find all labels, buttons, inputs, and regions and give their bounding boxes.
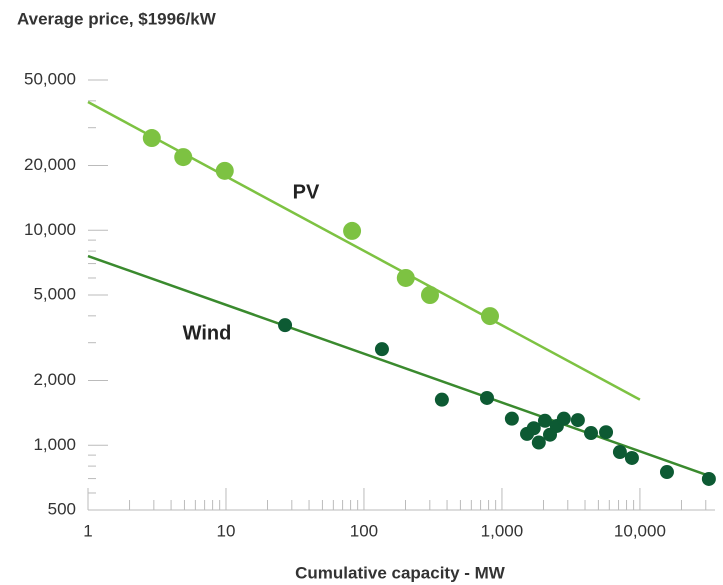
point	[531, 435, 546, 450]
point	[278, 318, 293, 333]
point	[374, 342, 389, 357]
point	[480, 307, 499, 326]
point	[612, 445, 627, 460]
point	[504, 411, 519, 426]
point	[434, 392, 449, 407]
point	[584, 426, 599, 441]
x-tick-label: 1	[83, 521, 92, 540]
x-tick-label: 10	[217, 521, 236, 540]
trend-line	[87, 254, 716, 480]
point	[599, 425, 614, 440]
point	[215, 161, 234, 180]
x-axis-label: Cumulative capacity - MW	[295, 563, 506, 582]
point	[396, 268, 415, 287]
point	[343, 221, 362, 240]
series-label: PV	[293, 181, 320, 203]
point	[142, 129, 161, 148]
series-label: Wind	[183, 322, 232, 344]
y-tick-label: 1,000	[33, 435, 76, 454]
point	[701, 471, 716, 486]
point	[174, 148, 193, 167]
y-tick-label: 2,000	[33, 370, 76, 389]
point	[479, 390, 494, 405]
y-tick-label: 5,000	[33, 284, 76, 303]
chart-title: Average price, $1996/kW	[17, 9, 217, 28]
point	[537, 413, 552, 428]
x-tick-label: 10,000	[614, 521, 666, 540]
x-tick-label: 1,000	[481, 521, 524, 540]
y-tick-label: 500	[48, 499, 76, 518]
point	[420, 286, 439, 304]
y-tick-label: 10,000	[24, 220, 76, 239]
point	[659, 465, 674, 480]
point	[570, 413, 585, 428]
point	[624, 450, 639, 465]
point	[526, 421, 541, 436]
y-tick-label: 50,000	[24, 69, 76, 88]
point	[556, 411, 571, 426]
x-tick-label: 100	[350, 521, 378, 540]
y-tick-label: 20,000	[24, 155, 76, 174]
